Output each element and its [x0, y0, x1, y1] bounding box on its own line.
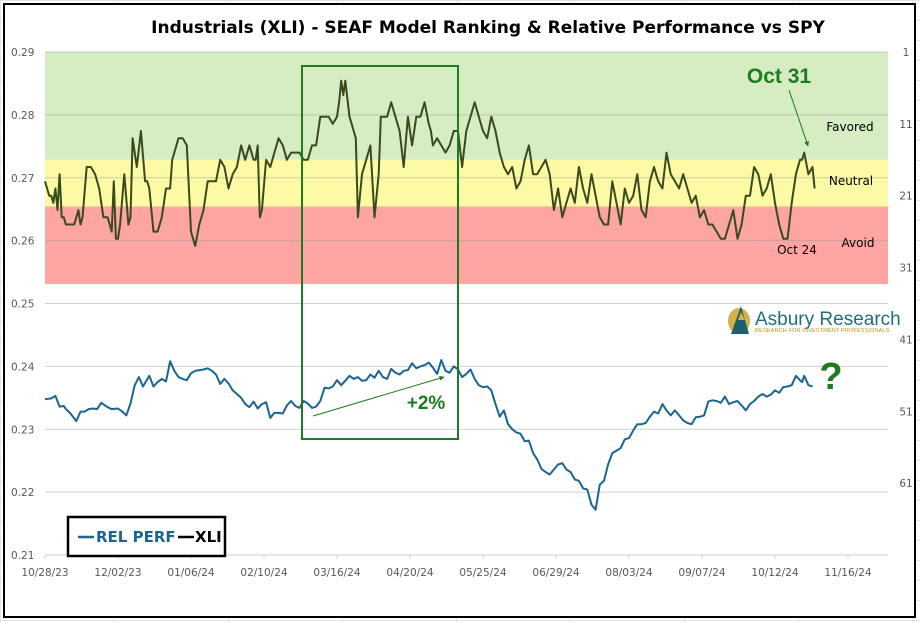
x-tick-label: 06/29/24 [532, 567, 579, 579]
annotations-layer: Oct 31 Oct 24 +2%? [301, 65, 843, 440]
logo-mark-icon [728, 306, 750, 334]
y-tick-left-label: 0.25 [11, 299, 34, 311]
y-tick-right-label: 61 [899, 478, 912, 490]
y-tick-left-label: 0.21 [11, 550, 34, 562]
series-layer [44, 79, 816, 511]
x-tick-label: 08/03/24 [605, 567, 652, 579]
logo-tagline: RESEARCH FOR INVESTMENT PROFESSIONALS [755, 328, 890, 334]
chart-title: Industrials (XLI) - SEAF Model Ranking &… [151, 18, 825, 38]
annotation-plus-2-percent: +2% [407, 393, 446, 414]
y-tick-left-label: 0.23 [11, 424, 34, 436]
y-tick-right-label: 11 [899, 119, 912, 131]
asbury-logo: Asbury Research RESEARCH FOR INVESTMENT … [728, 306, 901, 334]
y-tick-left-label: 0.27 [11, 173, 34, 185]
y-tick-left-label: 0.28 [11, 110, 34, 122]
x-tick-label: 11/16/24 [824, 567, 871, 579]
logo-name: Asbury Research [755, 309, 901, 330]
y-tick-left-label: 0.26 [11, 236, 35, 248]
y-tick-left-label: 0.22 [11, 487, 34, 499]
highlight-box [301, 65, 459, 440]
annotation-oct-24: Oct 24 [777, 243, 817, 257]
zone-label-favored: Favored [826, 120, 873, 134]
annotation-oct-31-arrow [788, 89, 809, 147]
y-tick-right-label: 51 [899, 406, 912, 418]
x-tick-label: 03/16/24 [313, 567, 360, 579]
y-tick-left-label: 0.24 [11, 361, 35, 373]
legend-label-rel-perf: REL PERF [96, 528, 176, 546]
y-tick-right-label: 21 [899, 191, 912, 203]
legend-item-xli: XLI [178, 528, 222, 546]
y-tick-left-label: 0.29 [11, 47, 34, 59]
zone-avoid [45, 206, 888, 285]
legend-label-xli: XLI [195, 528, 222, 546]
x-tick-label: 01/06/24 [167, 567, 214, 579]
x-tick-label: 02/10/24 [240, 567, 287, 579]
zone-label-avoid: Avoid [842, 236, 875, 250]
y-tick-right-label: 41 [899, 334, 912, 346]
series-line-xli [44, 79, 816, 247]
x-tick-label: 10/28/23 [21, 567, 68, 579]
annotation-oct-31: Oct 31 [747, 65, 812, 88]
y-axis-left: 0.21 0.22 0.23 0.24 0.25 0.26 0.27 0.28 0.29 [11, 47, 35, 562]
legend-item-rel-perf: REL PERF [78, 528, 176, 546]
x-tick-label: 04/20/24 [386, 567, 433, 579]
zone-label-neutral: Neutral [829, 174, 873, 188]
zone-neutral [45, 159, 888, 207]
annotation-question-mark: ? [819, 356, 842, 398]
y-tick-right-label: 31 [899, 263, 912, 275]
legend: REL PERF XLI [66, 515, 227, 558]
series-line-rel-perf [44, 359, 813, 511]
x-tick-label: 09/07/24 [678, 567, 725, 579]
y-tick-right-label: 1 [903, 47, 910, 59]
x-tick-label: 10/12/24 [751, 567, 798, 579]
x-tick-label: 12/02/23 [94, 567, 141, 579]
annotation-plus-2-arrow [312, 375, 445, 417]
legend-box [66, 515, 227, 558]
x-tick-label: 05/25/24 [459, 567, 506, 579]
x-axis: 10/28/23 12/02/23 01/06/24 02/10/24 03/16/24… [21, 555, 872, 579]
zone-labels-layer: Favored Neutral Avoid [826, 120, 874, 250]
gridlines-layer [45, 51, 888, 556]
